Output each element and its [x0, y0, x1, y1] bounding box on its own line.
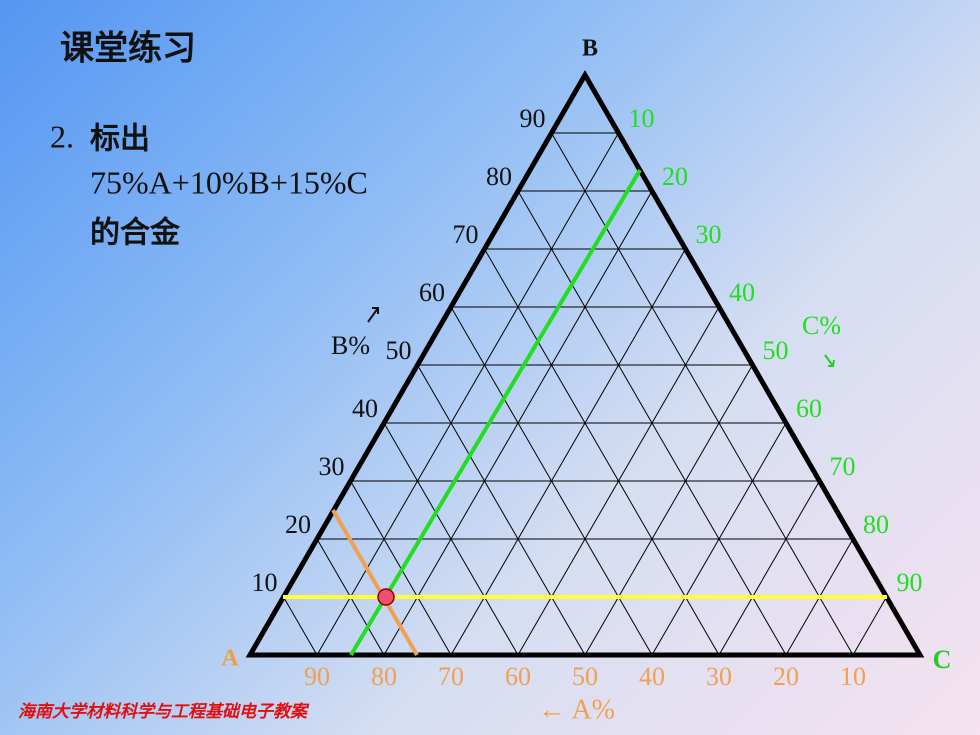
vertex-label: C: [933, 645, 952, 674]
b-tick-label: 10: [252, 568, 278, 597]
grid-line: [450, 248, 686, 656]
b-tick-label: 40: [352, 394, 378, 423]
c-tick-label: 50: [763, 336, 789, 365]
a-tick-label: 20: [773, 662, 799, 691]
a-tick-label: 40: [639, 662, 665, 691]
problem-number: 2.: [50, 118, 74, 154]
c-arrow: [824, 354, 835, 367]
title: 课堂练习: [60, 29, 196, 69]
grid-line: [283, 596, 318, 656]
c-tick-label: 60: [796, 394, 822, 423]
a-line: [331, 508, 419, 657]
grid-line: [584, 364, 753, 656]
grid-line: [852, 596, 887, 656]
vertex-label: B: [582, 36, 598, 62]
a-tick-label: 90: [304, 662, 330, 691]
c-tick-label: 20: [662, 162, 688, 191]
c-line: [349, 168, 642, 657]
b-tick-label: 90: [520, 104, 546, 133]
a-axis-label: ← A%: [538, 694, 615, 725]
grid-line: [417, 364, 586, 656]
b-axis-label: B%: [331, 331, 370, 360]
vertex-label: A: [221, 646, 239, 672]
c-tick-label: 90: [897, 568, 923, 597]
grid-line: [484, 248, 720, 656]
problem-line: 标出: [90, 122, 150, 157]
problem-line: 75%A+10%B+15%C: [90, 164, 368, 200]
a-tick-label: 70: [438, 662, 464, 691]
grid-line: [551, 132, 854, 656]
alloy-point: [377, 588, 395, 606]
a-tick-label: 10: [840, 662, 866, 691]
c-tick-label: 80: [863, 510, 889, 539]
b-tick-label: 60: [419, 278, 445, 307]
a-tick-label: 30: [706, 662, 732, 691]
a-tick-label: 50: [572, 662, 598, 691]
b-tick-label: 70: [453, 220, 479, 249]
grid-line: [651, 422, 787, 656]
b-tick-label: 50: [386, 336, 412, 365]
c-tick-label: 40: [729, 278, 755, 307]
c-axis-label: C%: [802, 311, 841, 340]
grid-line: [718, 480, 820, 656]
b-arrow: [367, 307, 379, 323]
b-tick-label: 30: [319, 452, 345, 481]
footer: 海南大学材料科学与工程基础电子教案: [18, 702, 310, 722]
problem-line: 的合金: [90, 216, 181, 251]
a-tick-label: 60: [505, 662, 531, 691]
a-tick-label: 80: [371, 662, 397, 691]
grid-line: [383, 422, 519, 656]
c-tick-label: 70: [830, 452, 856, 481]
c-tick-label: 30: [696, 220, 722, 249]
b-tick-label: 80: [486, 162, 512, 191]
b-tick-label: 20: [285, 510, 311, 539]
triangle: [245, 70, 925, 658]
c-tick-label: 10: [629, 104, 655, 133]
